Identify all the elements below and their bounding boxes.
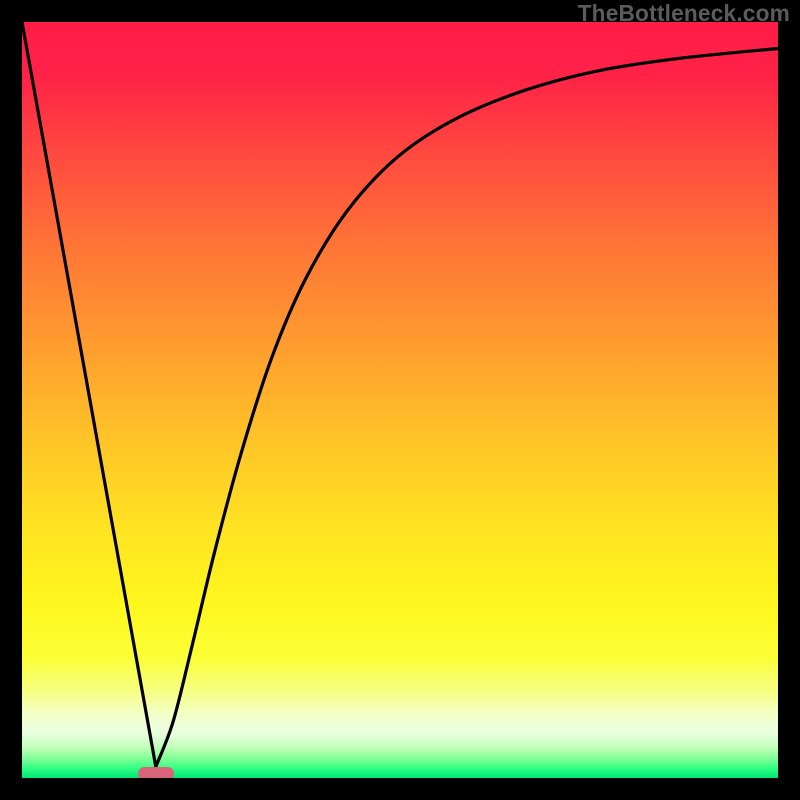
valley-marker xyxy=(138,767,174,778)
bottleneck-curve xyxy=(22,22,778,778)
chart-frame: TheBottleneck.com xyxy=(0,0,800,800)
plot-area xyxy=(22,22,778,778)
watermark-text: TheBottleneck.com xyxy=(578,0,790,27)
